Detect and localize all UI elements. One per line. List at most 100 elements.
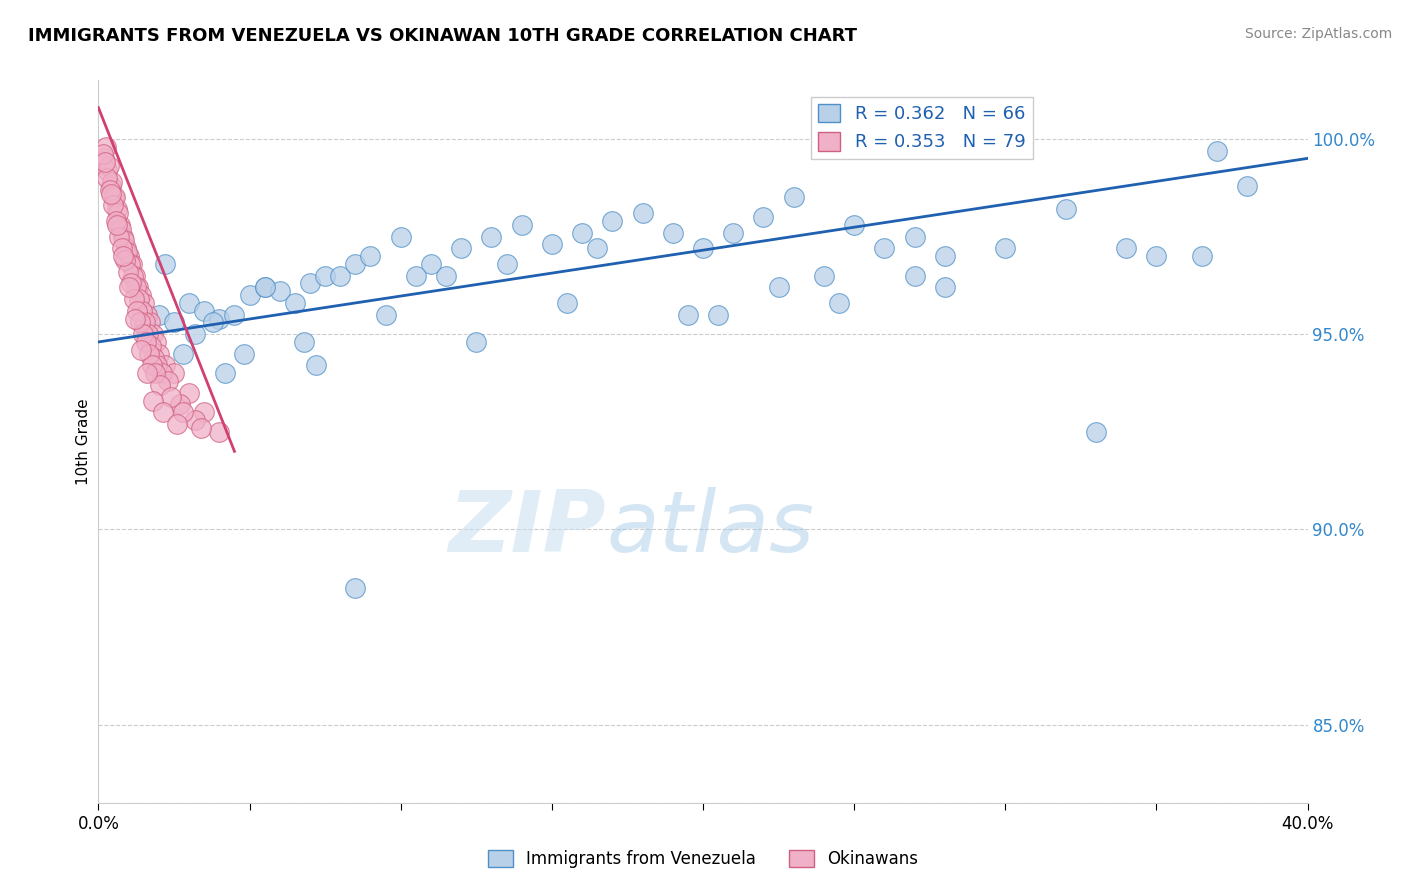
Point	[129, 288, 152, 302]
Point	[555, 296, 578, 310]
Point	[128, 292, 150, 306]
Point	[148, 346, 170, 360]
Point	[112, 234, 135, 248]
Point	[934, 249, 956, 263]
Text: IMMIGRANTS FROM VENEZUELA VS OKINAWAN 10TH GRADE CORRELATION CHART: IMMIGRANTS FROM VENEZUELA VS OKINAWAN 10…	[28, 27, 858, 45]
Point	[768, 280, 790, 294]
Point	[148, 308, 170, 322]
Text: Source: ZipAtlas.com: Source: ZipAtlas.com	[1244, 27, 1392, 41]
Point	[136, 366, 159, 380]
Point	[752, 210, 775, 224]
Point	[374, 308, 396, 322]
Point	[101, 175, 124, 189]
Point	[465, 334, 488, 349]
Point	[202, 315, 225, 329]
Point	[124, 268, 146, 283]
Point	[132, 327, 155, 342]
Point	[163, 366, 186, 380]
Point	[143, 351, 166, 365]
Point	[344, 581, 367, 595]
Point	[141, 359, 163, 373]
Point	[707, 308, 730, 322]
Point	[1146, 249, 1168, 263]
Point	[1085, 425, 1108, 439]
Point	[103, 190, 125, 204]
Point	[184, 413, 207, 427]
Point	[107, 206, 129, 220]
Point	[540, 237, 562, 252]
Point	[723, 226, 745, 240]
Point	[208, 425, 231, 439]
Point	[166, 417, 188, 431]
Point	[108, 229, 131, 244]
Point	[98, 183, 121, 197]
Point	[193, 303, 215, 318]
Point	[124, 311, 146, 326]
Point	[292, 334, 315, 349]
Point	[105, 202, 128, 216]
Point	[110, 221, 132, 235]
Point	[214, 366, 236, 380]
Point	[904, 268, 927, 283]
Point	[208, 311, 231, 326]
Legend: R = 0.362   N = 66, R = 0.353   N = 79: R = 0.362 N = 66, R = 0.353 N = 79	[811, 96, 1032, 159]
Point	[586, 241, 609, 255]
Point	[314, 268, 336, 283]
Point	[904, 229, 927, 244]
Point	[160, 390, 183, 404]
Point	[112, 249, 135, 263]
Point	[143, 366, 166, 380]
Point	[193, 405, 215, 419]
Point	[127, 280, 149, 294]
Point	[152, 405, 174, 419]
Legend: Immigrants from Venezuela, Okinawans: Immigrants from Venezuela, Okinawans	[481, 843, 925, 875]
Point	[179, 385, 201, 400]
Point	[142, 393, 165, 408]
Point	[120, 277, 142, 291]
Point	[190, 421, 212, 435]
Point	[602, 214, 624, 228]
Point	[104, 214, 127, 228]
Point	[1115, 241, 1137, 255]
Point	[783, 190, 806, 204]
Point	[101, 198, 124, 212]
Point	[125, 280, 148, 294]
Point	[434, 268, 457, 283]
Point	[111, 241, 134, 255]
Point	[269, 284, 291, 298]
Point	[135, 308, 157, 322]
Point	[239, 288, 262, 302]
Point	[1054, 202, 1077, 216]
Point	[134, 315, 156, 329]
Point	[98, 159, 121, 173]
Point	[344, 257, 367, 271]
Point	[481, 229, 503, 244]
Point	[146, 359, 169, 373]
Point	[631, 206, 654, 220]
Point	[141, 339, 163, 353]
Point	[118, 280, 141, 294]
Point	[122, 268, 145, 283]
Point	[692, 241, 714, 255]
Point	[96, 170, 118, 185]
Point	[91, 147, 114, 161]
Point	[127, 303, 149, 318]
Point	[405, 268, 427, 283]
Point	[153, 359, 176, 373]
Point	[111, 229, 134, 244]
Point	[184, 327, 207, 342]
Point	[100, 186, 122, 201]
Point	[104, 190, 127, 204]
Point	[253, 280, 276, 294]
Point	[122, 292, 145, 306]
Point	[121, 257, 143, 271]
Y-axis label: 10th Grade: 10th Grade	[76, 398, 91, 485]
Point	[114, 241, 136, 255]
Point	[329, 268, 352, 283]
Point	[305, 359, 328, 373]
Text: ZIP: ZIP	[449, 487, 606, 570]
Point	[132, 296, 155, 310]
Point	[169, 397, 191, 411]
Point	[114, 252, 136, 267]
Point	[420, 257, 443, 271]
